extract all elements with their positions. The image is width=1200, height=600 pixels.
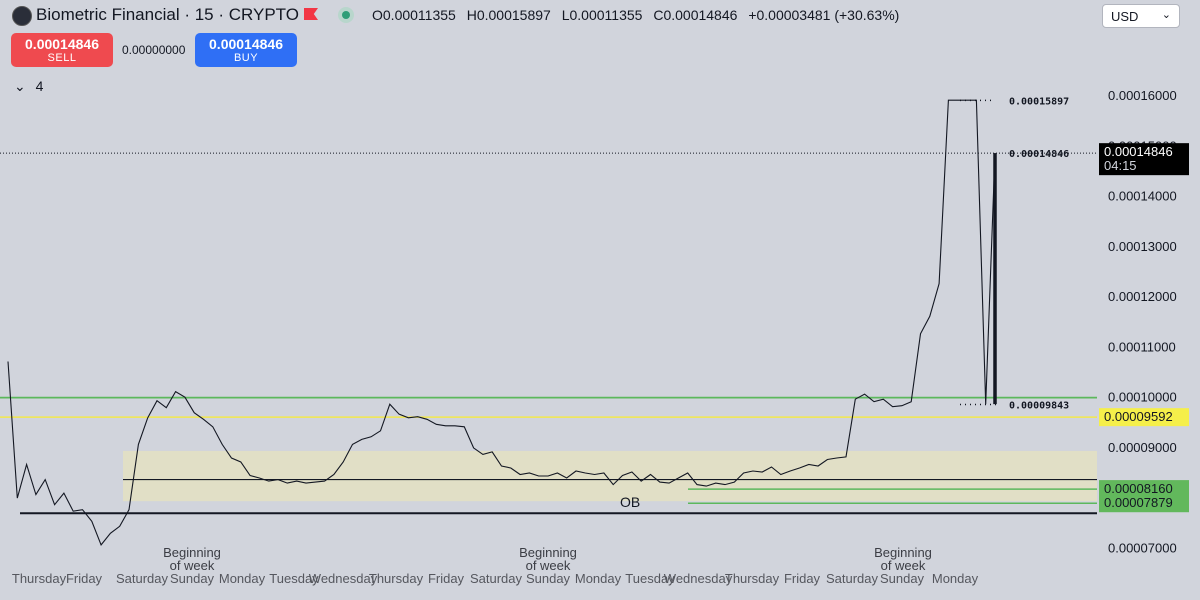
- y-tick-label: 0.00014000: [1108, 189, 1177, 204]
- price-series-line: [7, 99, 996, 546]
- x-tick-label: Saturday: [826, 571, 879, 586]
- indicator-toggle[interactable]: ⌄ 4: [14, 78, 43, 95]
- week-annotation: of week: [526, 558, 571, 573]
- axis-price-label-box: [1099, 494, 1189, 513]
- y-tick-label: 0.00011000: [1108, 339, 1176, 354]
- close-value: 0.00014846: [663, 7, 738, 23]
- axis-price-label: 0.00014846: [1104, 144, 1173, 159]
- buy-button[interactable]: 0.00014846 BUY: [195, 33, 297, 67]
- x-tick-label: Friday: [784, 571, 821, 586]
- x-tick-label: Friday: [66, 571, 103, 586]
- high-label: H: [466, 7, 477, 23]
- change-value: +0.00003481 (+30.63%): [748, 7, 900, 23]
- ob-label: OB: [620, 494, 640, 510]
- axis-countdown-label: 04:15: [1104, 158, 1137, 173]
- spread-value: 0.00000000: [122, 43, 186, 57]
- axis-price-label-box: [1099, 408, 1189, 427]
- axis-price-label-box: [1099, 143, 1189, 176]
- ob-zone: [123, 450, 1097, 502]
- week-annotation: Beginning: [163, 545, 221, 560]
- high-value: 0.00015897: [476, 7, 551, 23]
- x-tick-label: Wednesday: [664, 571, 733, 586]
- x-tick-label: Monday: [575, 571, 622, 586]
- market-status-icon[interactable]: [338, 7, 354, 23]
- inline-price-label: 0.00009843: [1009, 401, 1069, 412]
- flag-icon[interactable]: [304, 8, 318, 20]
- axis-price-label: 0.00009592: [1104, 409, 1173, 424]
- sell-price: 0.00014846: [25, 36, 99, 52]
- buy-price: 0.00014846: [209, 36, 283, 52]
- chart-header: Biometric Financial · 15 · CRYPTO O0.000…: [0, 0, 1100, 32]
- y-tick-label: 0.00009000: [1108, 440, 1177, 455]
- x-tick-label: Saturday: [116, 571, 169, 586]
- sell-label: SELL: [47, 52, 77, 64]
- y-tick-label: 0.00013000: [1108, 239, 1177, 254]
- x-tick-label: Monday: [219, 571, 266, 586]
- x-tick-label: Saturday: [470, 571, 523, 586]
- buy-label: BUY: [233, 52, 259, 64]
- low-label: L: [561, 7, 570, 23]
- currency-select[interactable]: USD ⌄: [1102, 4, 1180, 28]
- x-tick-label: Tuesday: [269, 571, 319, 586]
- close-label: C: [653, 7, 664, 23]
- x-tick-label: Tuesday: [625, 571, 675, 586]
- x-tick-label: Thursday: [369, 571, 424, 586]
- x-tick-label: Friday: [428, 571, 465, 586]
- y-tick-label: 0.00007000: [1108, 540, 1177, 555]
- open-value: 0.00011355: [382, 7, 456, 23]
- symbol-logo-icon[interactable]: [12, 6, 32, 26]
- chevron-down-icon: ⌄: [14, 78, 26, 94]
- week-annotation: Beginning: [519, 545, 577, 560]
- x-tick-label: Sunday: [170, 571, 215, 586]
- y-tick-label: 0.00012000: [1108, 289, 1177, 304]
- inline-price-label: 0.00015897: [1009, 96, 1069, 107]
- week-annotation: Beginning: [874, 545, 932, 560]
- x-tick-label: Sunday: [880, 571, 925, 586]
- axis-price-label: 0.00008160: [1104, 481, 1173, 496]
- sell-button[interactable]: 0.00014846 SELL: [11, 33, 113, 67]
- x-tick-label: Monday: [932, 571, 979, 586]
- indicator-count: 4: [35, 78, 44, 94]
- currency-value: USD: [1111, 9, 1139, 24]
- x-tick-label: Thursday: [725, 571, 780, 586]
- y-tick-label: 0.00016000: [1108, 88, 1177, 103]
- y-tick-label: 0.00010000: [1108, 390, 1177, 405]
- week-annotation: of week: [881, 558, 926, 573]
- x-tick-label: Wednesday: [309, 571, 378, 586]
- ohlc-readout: O0.00011355 H0.00015897 L0.00011355 C0.0…: [372, 7, 906, 23]
- x-tick-label: Thursday: [12, 571, 67, 586]
- symbol-title[interactable]: Biometric Financial · 15 · CRYPTO: [36, 5, 299, 24]
- inline-price-label: 0.00014846: [1009, 149, 1069, 160]
- axis-price-label-box: [1099, 480, 1189, 499]
- axis-price-label: 0.00007879: [1104, 495, 1173, 510]
- open-label: O: [372, 7, 383, 23]
- week-annotation: of week: [170, 558, 215, 573]
- low-value: 0.00011355: [569, 7, 643, 23]
- x-tick-label: Sunday: [526, 571, 571, 586]
- chevron-down-icon: ⌄: [1161, 9, 1171, 21]
